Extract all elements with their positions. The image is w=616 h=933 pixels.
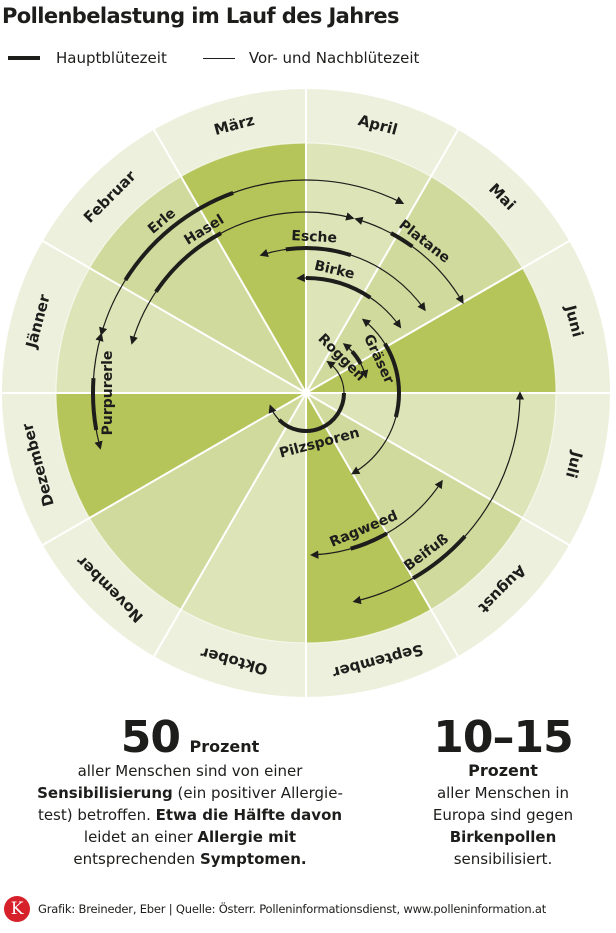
stat-number: 10–15 xyxy=(433,712,573,763)
arc-main-beifuß xyxy=(411,534,467,581)
pollen-label-esche: Esche xyxy=(291,228,337,246)
stat-line: sensibilisiert. xyxy=(453,850,553,868)
arc-beifuß xyxy=(352,391,525,605)
arc-main-hasel xyxy=(154,231,222,293)
legend-thin-line-icon xyxy=(202,57,235,59)
stat-line: Europa sind gegen xyxy=(432,806,574,824)
pollen-arcs xyxy=(91,179,525,605)
stat-unit: Prozent xyxy=(189,737,260,756)
stat-unit: Prozent xyxy=(468,761,538,780)
arc-main-roggen xyxy=(350,350,363,365)
footer: K Grafik: Breineder, Eber | Quelle: Öste… xyxy=(4,896,546,922)
sector-november xyxy=(89,393,306,610)
stat-line: aller Menschen in xyxy=(436,784,570,802)
legend: Hauptblütezeit Vor- und Nachblütezeit xyxy=(8,48,419,68)
page-title: Pollenbelastung im Lauf des Jahres xyxy=(2,4,400,28)
stat-bold: Allergie mit xyxy=(197,828,297,846)
pollen-label-purpurerle: Purpurerle xyxy=(100,351,116,436)
arc-platane xyxy=(354,216,464,304)
arc-main-esche xyxy=(285,246,352,257)
legend-main-label: Hauptblütezeit xyxy=(56,49,167,67)
stat-line: aller Menschen sind von einer xyxy=(77,762,303,780)
stat-line: leidet an einer xyxy=(83,828,198,846)
arc-main-platane xyxy=(390,231,414,249)
stat-line: test) betroffen. xyxy=(37,806,156,824)
arc-main-purpurerle xyxy=(91,378,99,431)
stat-bold: Birkenpollen xyxy=(449,828,557,846)
kurier-logo-icon: K xyxy=(4,896,30,922)
legend-thick-line-icon xyxy=(8,56,40,60)
stat-10-15-percent: 10–15 Prozent aller Menschen in Europa s… xyxy=(400,716,606,870)
stat-bold: Symptomen. xyxy=(199,850,307,868)
stat-bold: Etwa die Hälfte davon xyxy=(155,806,343,824)
sector-dezember xyxy=(56,393,306,518)
stat-number: 50 xyxy=(120,712,181,763)
stat-line: (ein positiver Allergie- xyxy=(172,784,343,802)
sector-oktober xyxy=(181,393,306,643)
stat-50-percent: 50 Prozent aller Menschen sind von einer… xyxy=(10,716,370,870)
stat-bold: Sensibilisierung xyxy=(37,784,173,802)
legend-secondary-label: Vor- und Nachblütezeit xyxy=(248,49,420,67)
stat-line: entsprechenden xyxy=(73,850,200,868)
source-credit: Grafik: Breineder, Eber | Quelle: Österr… xyxy=(38,902,547,916)
arc-main-pilzsporen xyxy=(277,392,346,433)
